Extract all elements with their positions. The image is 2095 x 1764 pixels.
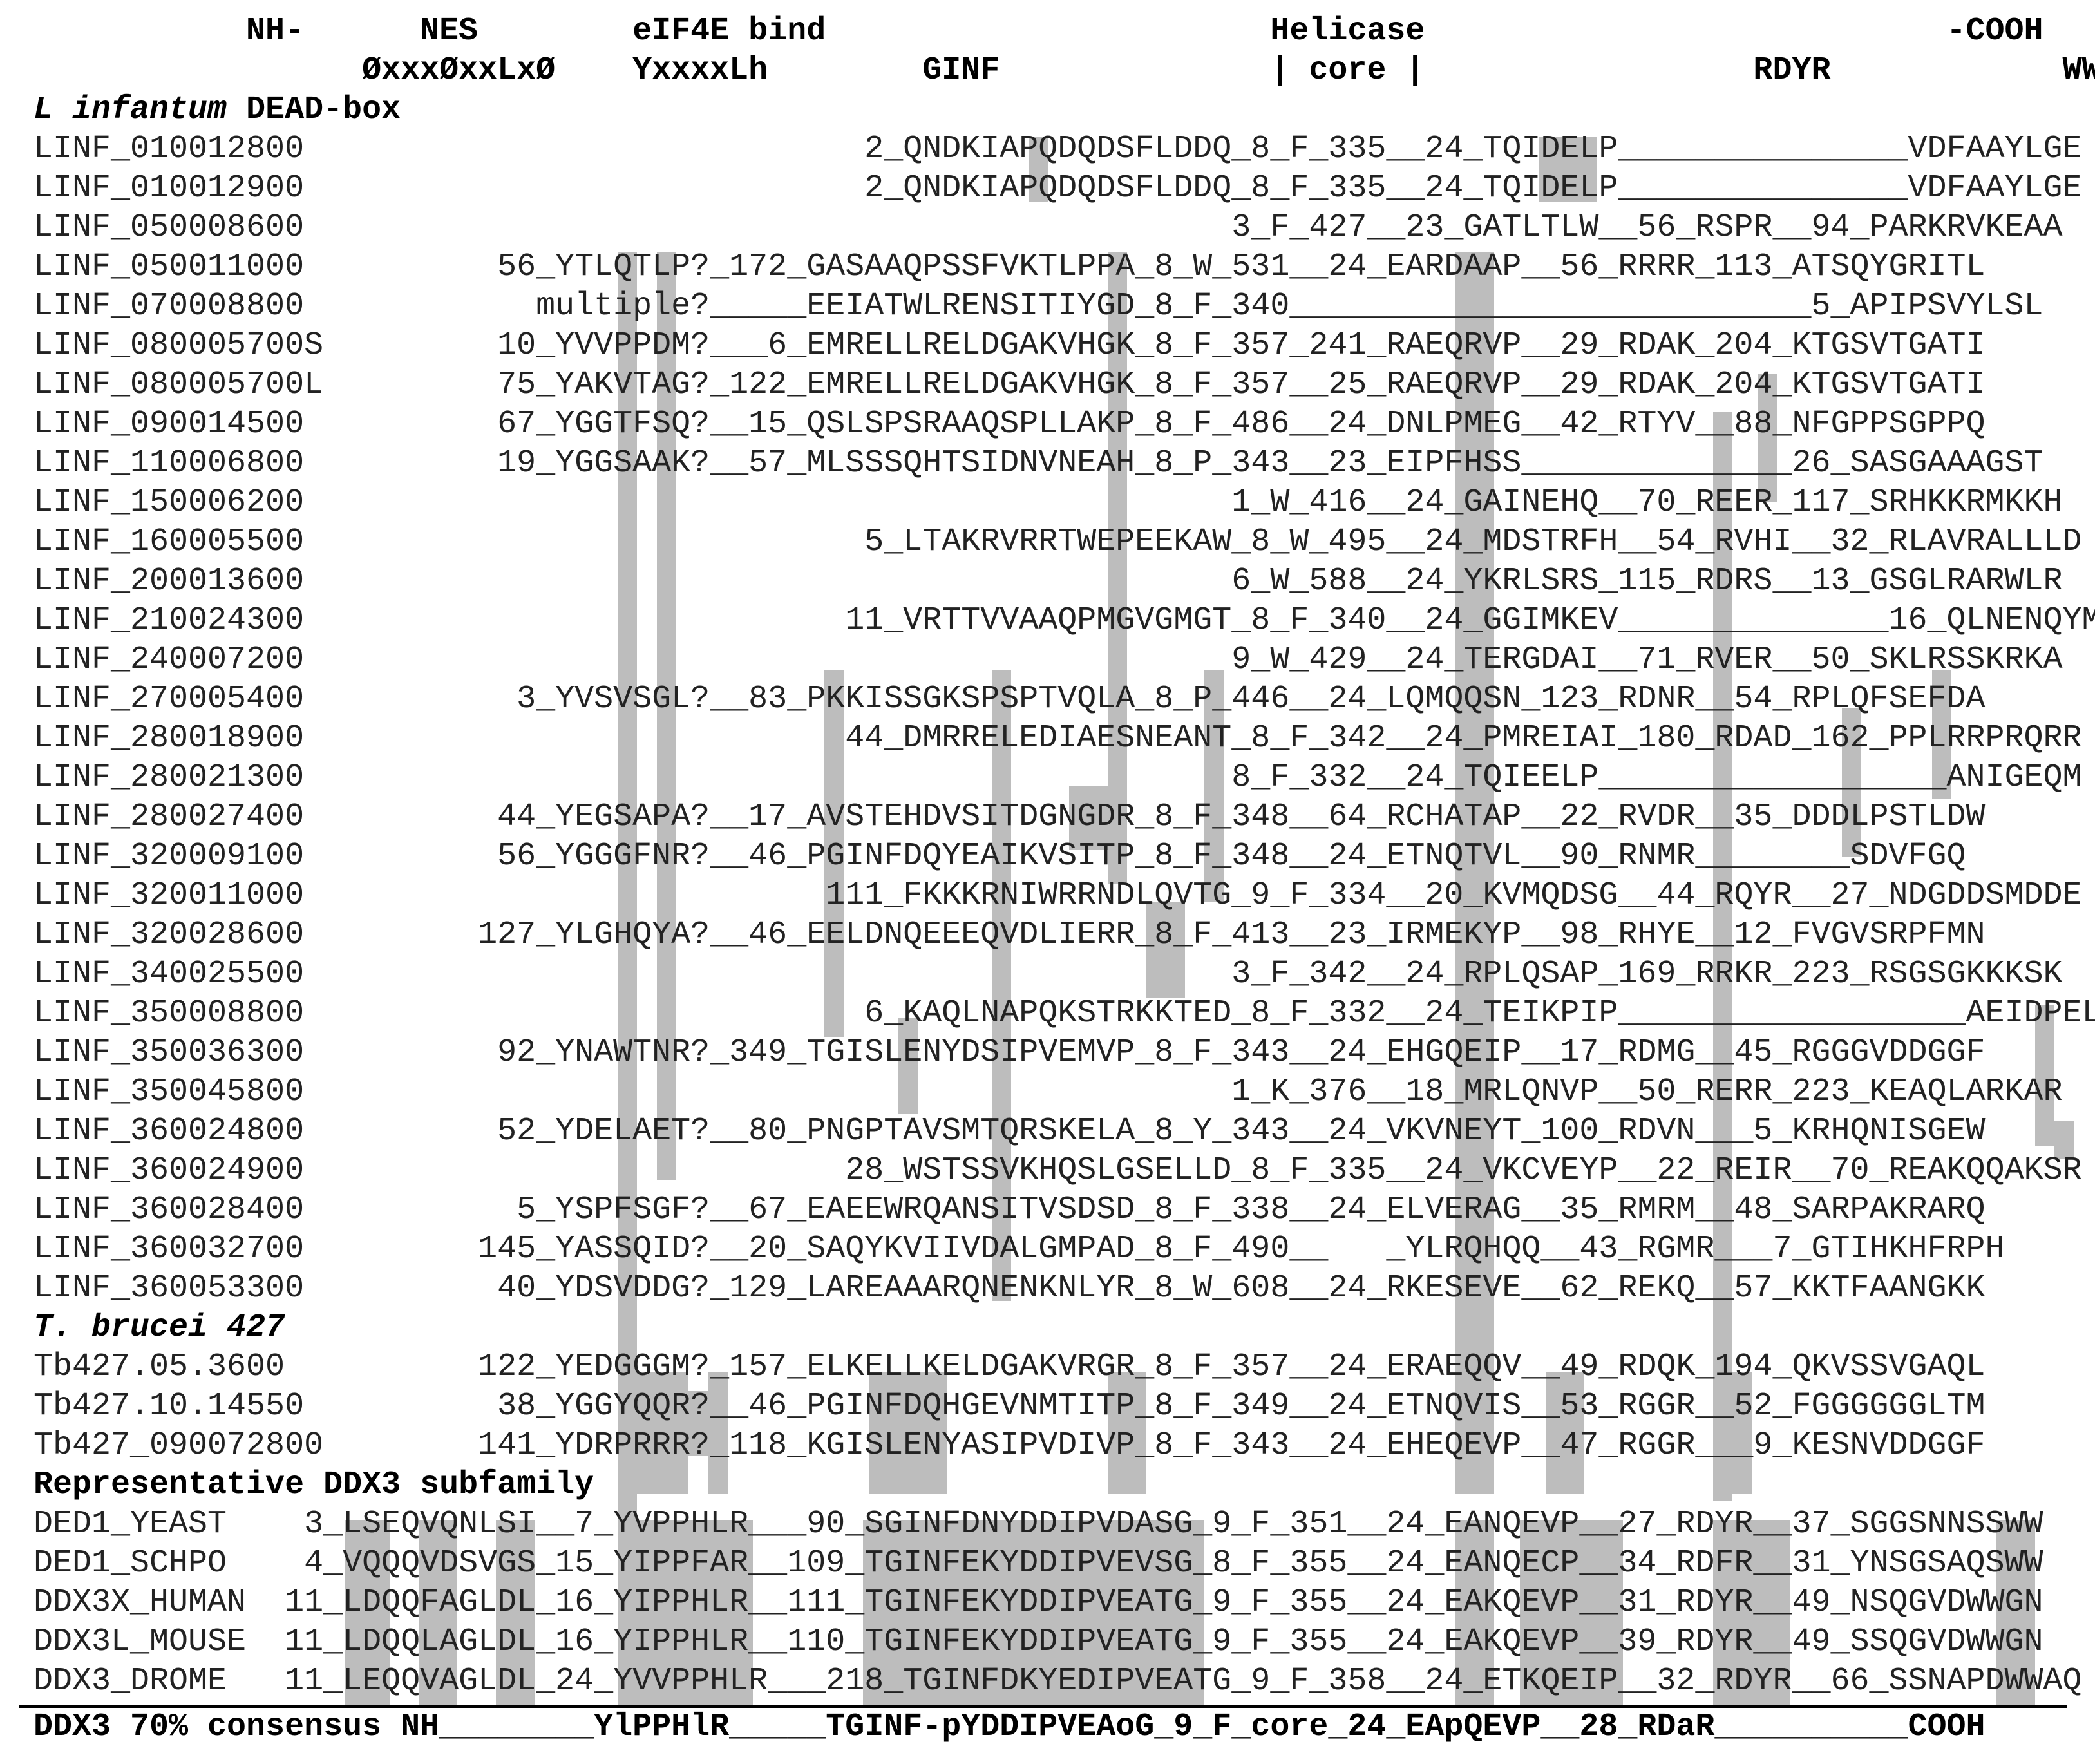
alignment-shading <box>1108 252 1127 884</box>
alignment-shading <box>1996 1520 2035 1707</box>
alignment-shading <box>618 1520 753 1707</box>
consensus-row: DDX3 70% consensus NH________YlPPHlR____… <box>33 1709 1986 1745</box>
alignment-shading <box>1455 252 1494 1489</box>
alignment-shading <box>657 252 676 1180</box>
sequence-row: DED1_YEAST 3_LSEQVQNLSI__7_YVPPHLR___90_… <box>33 1506 2043 1542</box>
alignment-shading <box>1732 1520 1790 1707</box>
alignment-shading <box>618 252 637 1541</box>
sequence-row: LINF_090014500 67_YGGTFSQ?__15_QSLSPSRAA… <box>33 406 1986 442</box>
header-labels: NH- NES eIF4E bind Helicase -COOH <box>33 13 2043 50</box>
sequence-row: DDX3X_HUMAN 11_LDQQFAGLDL_16_YIPPHLR__11… <box>33 1584 2043 1621</box>
alignment-shading <box>1546 1372 1584 1494</box>
sequence-row: LINF_270005400 3_YVSVSGL?__83_PKKISSGKSP… <box>33 681 1986 717</box>
sequence-row: DDX3L_MOUSE 11_LDQQLAGLDL_16_YIPPHLR__11… <box>33 1624 2043 1660</box>
header-motifs: ØxxxØxxLxØ YxxxxLh GINF | core | RDYR WW <box>33 52 2095 89</box>
alignment-shading <box>1842 708 1861 857</box>
sequence-row: LINF_080005700L 75_YAKVTAG?_122_EMRELLRE… <box>33 366 1986 403</box>
alignment-shading <box>1758 374 1777 502</box>
alignment-shading <box>676 1391 715 1456</box>
alignment-shading <box>1520 1520 1623 1707</box>
alignment-shading <box>1713 1520 1732 1707</box>
alignment-shading <box>1713 1372 1752 1494</box>
alignment-shading <box>898 1018 918 1114</box>
sequence-row: LINF_280021300 8_F_332__24_TQIEELP______… <box>33 759 2082 796</box>
sequence-row: LINF_360024900 28_WSTSSVKHQSLGSELLD_8_F_… <box>33 1152 2082 1189</box>
sequence-row: LINF_350008800 6_KAQLNAPQKSTRKKTED_8_F_3… <box>33 995 2095 1032</box>
sequence-row: LINF_200013600 6_W_588__24_YKRLSRS_115_R… <box>33 563 2063 600</box>
sequence-row: LINF_160005500 5_LTAKRVRRTWEPEEKAW_8_W_4… <box>33 524 2082 560</box>
alignment-shading <box>1204 670 1224 902</box>
sequence-row: Tb427.10.14550 38_YGGYQQR?__46_PGINFDQHG… <box>33 1388 1986 1425</box>
alignment-shading <box>1539 137 1597 202</box>
section-title-linf: L infantum DEAD-box <box>33 90 401 129</box>
sequence-row: LINF_320028600 127_YLGHQYA?__46_EELDNQEE… <box>33 916 1986 953</box>
alignment-shading <box>1069 786 1108 850</box>
sequence-row: LINF_280018900 44_DMRRELEDIAESNEANT_8_F_… <box>33 720 2082 757</box>
sequence-row: LINF_210024300 11_VRTTVVAAQPMGVGMGT_8_F_… <box>33 602 2095 639</box>
sequence-row: DDX3_DROME 11_LEQQVAGLDL_24_YVVPPHLR___2… <box>33 1663 2082 1700</box>
sequence-row: DED1_SCHPO 4_VQQQVDSVGS_15_YIPPFAR__109_… <box>33 1545 2043 1582</box>
sequence-row: LINF_080005700S 10_YVVPPDM?___6_EMRELLRE… <box>33 327 1986 364</box>
sequence-row: LINF_340025500 3_F_342__24_RPLQSAP_169_R… <box>33 956 2063 992</box>
sequence-row: LINF_320011000 111_FKKKRNIWRRNDLQVTG_9_F… <box>33 877 2082 914</box>
sequence-row: LINF_010012900 2_QNDKIAPQDQDSFLDDQ_8_F_3… <box>33 170 2082 207</box>
alignment-shading <box>869 1372 947 1494</box>
alignment-shading <box>1932 670 1951 799</box>
sequence-row: LINF_010012800 2_QNDKIAPQDQDSFLDDQ_8_F_3… <box>33 131 2082 167</box>
alignment-shading <box>863 1520 1204 1707</box>
sequence-row: Tb427.05.3600 122_YEDGGGM?_157_ELKELLKEL… <box>33 1349 1986 1385</box>
alignment-shading <box>1146 902 1185 998</box>
alignment-shading <box>1108 1372 1146 1494</box>
sequence-row: LINF_360032700 145_YASSQID?__20_SAQYKVII… <box>33 1231 2005 1267</box>
section-title-rest: DEAD-box <box>227 91 401 128</box>
alignment-shading <box>345 1520 390 1707</box>
section-title-tbrucei: T. brucei 427 <box>33 1309 285 1346</box>
sequence-row: Tb427_090072800 141_YDRPRRR?_118_KGISLEN… <box>33 1427 1986 1464</box>
section-title-ddx3: Representative DDX3 subfamily <box>33 1466 594 1503</box>
consensus-divider <box>19 1705 2067 1708</box>
sequence-row: LINF_320009100 56_YGGGFNR?__46_PGINFDQYE… <box>33 838 1966 875</box>
alignment-shading <box>2054 1121 2074 1159</box>
sequence-row: LINF_350045800 1_K_376__18_MRLQNVP__50_R… <box>33 1074 2063 1110</box>
sequence-row: LINF_360024800 52_YDELAET?__80_PNGPTAVSM… <box>33 1113 1986 1150</box>
alignment-shading <box>2035 1005 2054 1146</box>
sequence-row: LINF_110006800 19_YGGSAAK?__57_MLSSSQHTS… <box>33 445 2043 482</box>
alignment-shading <box>496 1520 535 1707</box>
sequence-row: LINF_070008800 multiple?_____EEIATWLRENS… <box>33 288 2043 325</box>
alignment-shading <box>824 670 844 1037</box>
sequence-row: LINF_280027400 44_YEGSAPA?__17_AVSTEHDVS… <box>33 799 1986 835</box>
alignment-shading <box>1455 1372 1494 1494</box>
sequence-row: LINF_360028400 5_YSPFSGF?__67_EAEEWRQANS… <box>33 1191 1986 1228</box>
alignment-shading <box>992 670 1011 1301</box>
sequence-row: LINF_050011000 56_YTLQTLP?_172_GASAAQPSS… <box>33 249 1986 285</box>
sequence-row: LINF_050008600 3_F_427__23_GATLTLW__56_R… <box>33 209 2063 246</box>
alignment-shading <box>419 1520 457 1707</box>
sequence-row: LINF_360053300 40_YDSVDDG?_129_LAREAAARQ… <box>33 1270 1986 1307</box>
alignment-shading <box>1455 1520 1494 1707</box>
alignment-shading <box>1713 412 1732 1501</box>
sequence-row: LINF_350036300 92_YNAWTNR?_349_TGISLENYD… <box>33 1034 1986 1071</box>
sequence-row: LINF_240007200 9_W_429__24_TERGDAI__71_R… <box>33 641 2063 678</box>
sequence-row: LINF_150006200 1_W_416__24_GAINEHQ__70_R… <box>33 484 2063 521</box>
species-name: L infantum <box>33 91 227 128</box>
alignment-shading <box>1029 137 1048 202</box>
